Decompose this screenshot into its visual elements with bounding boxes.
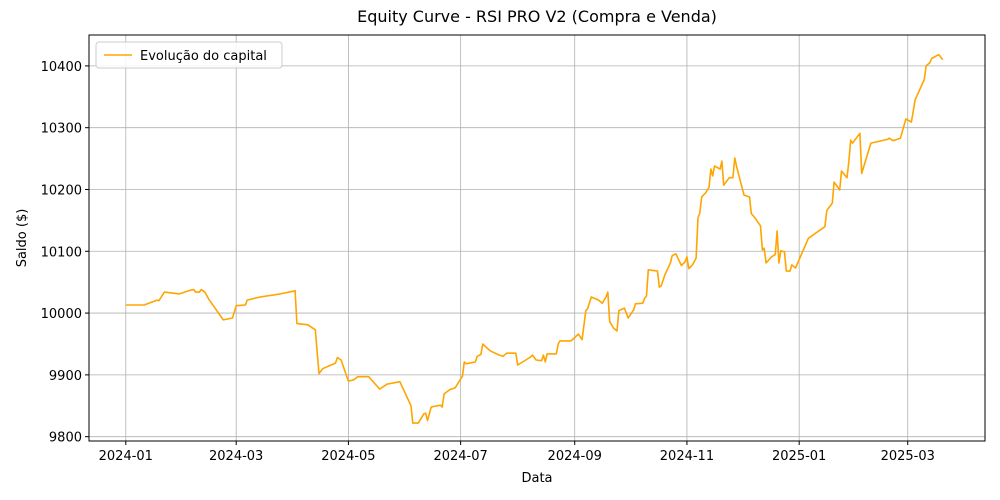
x-tick-label: 2024-05 [321,449,375,464]
x-tick-label: 2024-01 [99,449,153,464]
plot-frame [88,34,986,442]
x-tick-label: 2024-09 [548,449,602,464]
y-tick-label: 9900 [49,369,82,384]
y-tick-label: 10400 [41,60,82,75]
legend-box [95,41,283,69]
legend-label: Evolução do capital [140,49,267,64]
x-tick-label: 2025-03 [881,449,935,464]
y-axis-label: Saldo ($) [15,209,30,268]
y-tick-label: 10200 [41,183,82,198]
chart-title: Equity Curve - RSI PRO V2 (Compra e Vend… [357,7,717,26]
x-axis-label: Data [521,471,552,486]
y-tick-label: 10300 [41,122,82,137]
data-line [125,54,944,424]
x-tick-label: 2024-07 [433,449,487,464]
y-tick-label: 10100 [41,245,82,260]
y-tick-label: 10000 [41,307,82,322]
x-tick-label: 2024-03 [209,449,263,464]
y-tick-label: 9800 [49,431,82,446]
x-tick-label: 2024-11 [660,449,714,464]
x-tick-label: 2025-01 [772,449,826,464]
